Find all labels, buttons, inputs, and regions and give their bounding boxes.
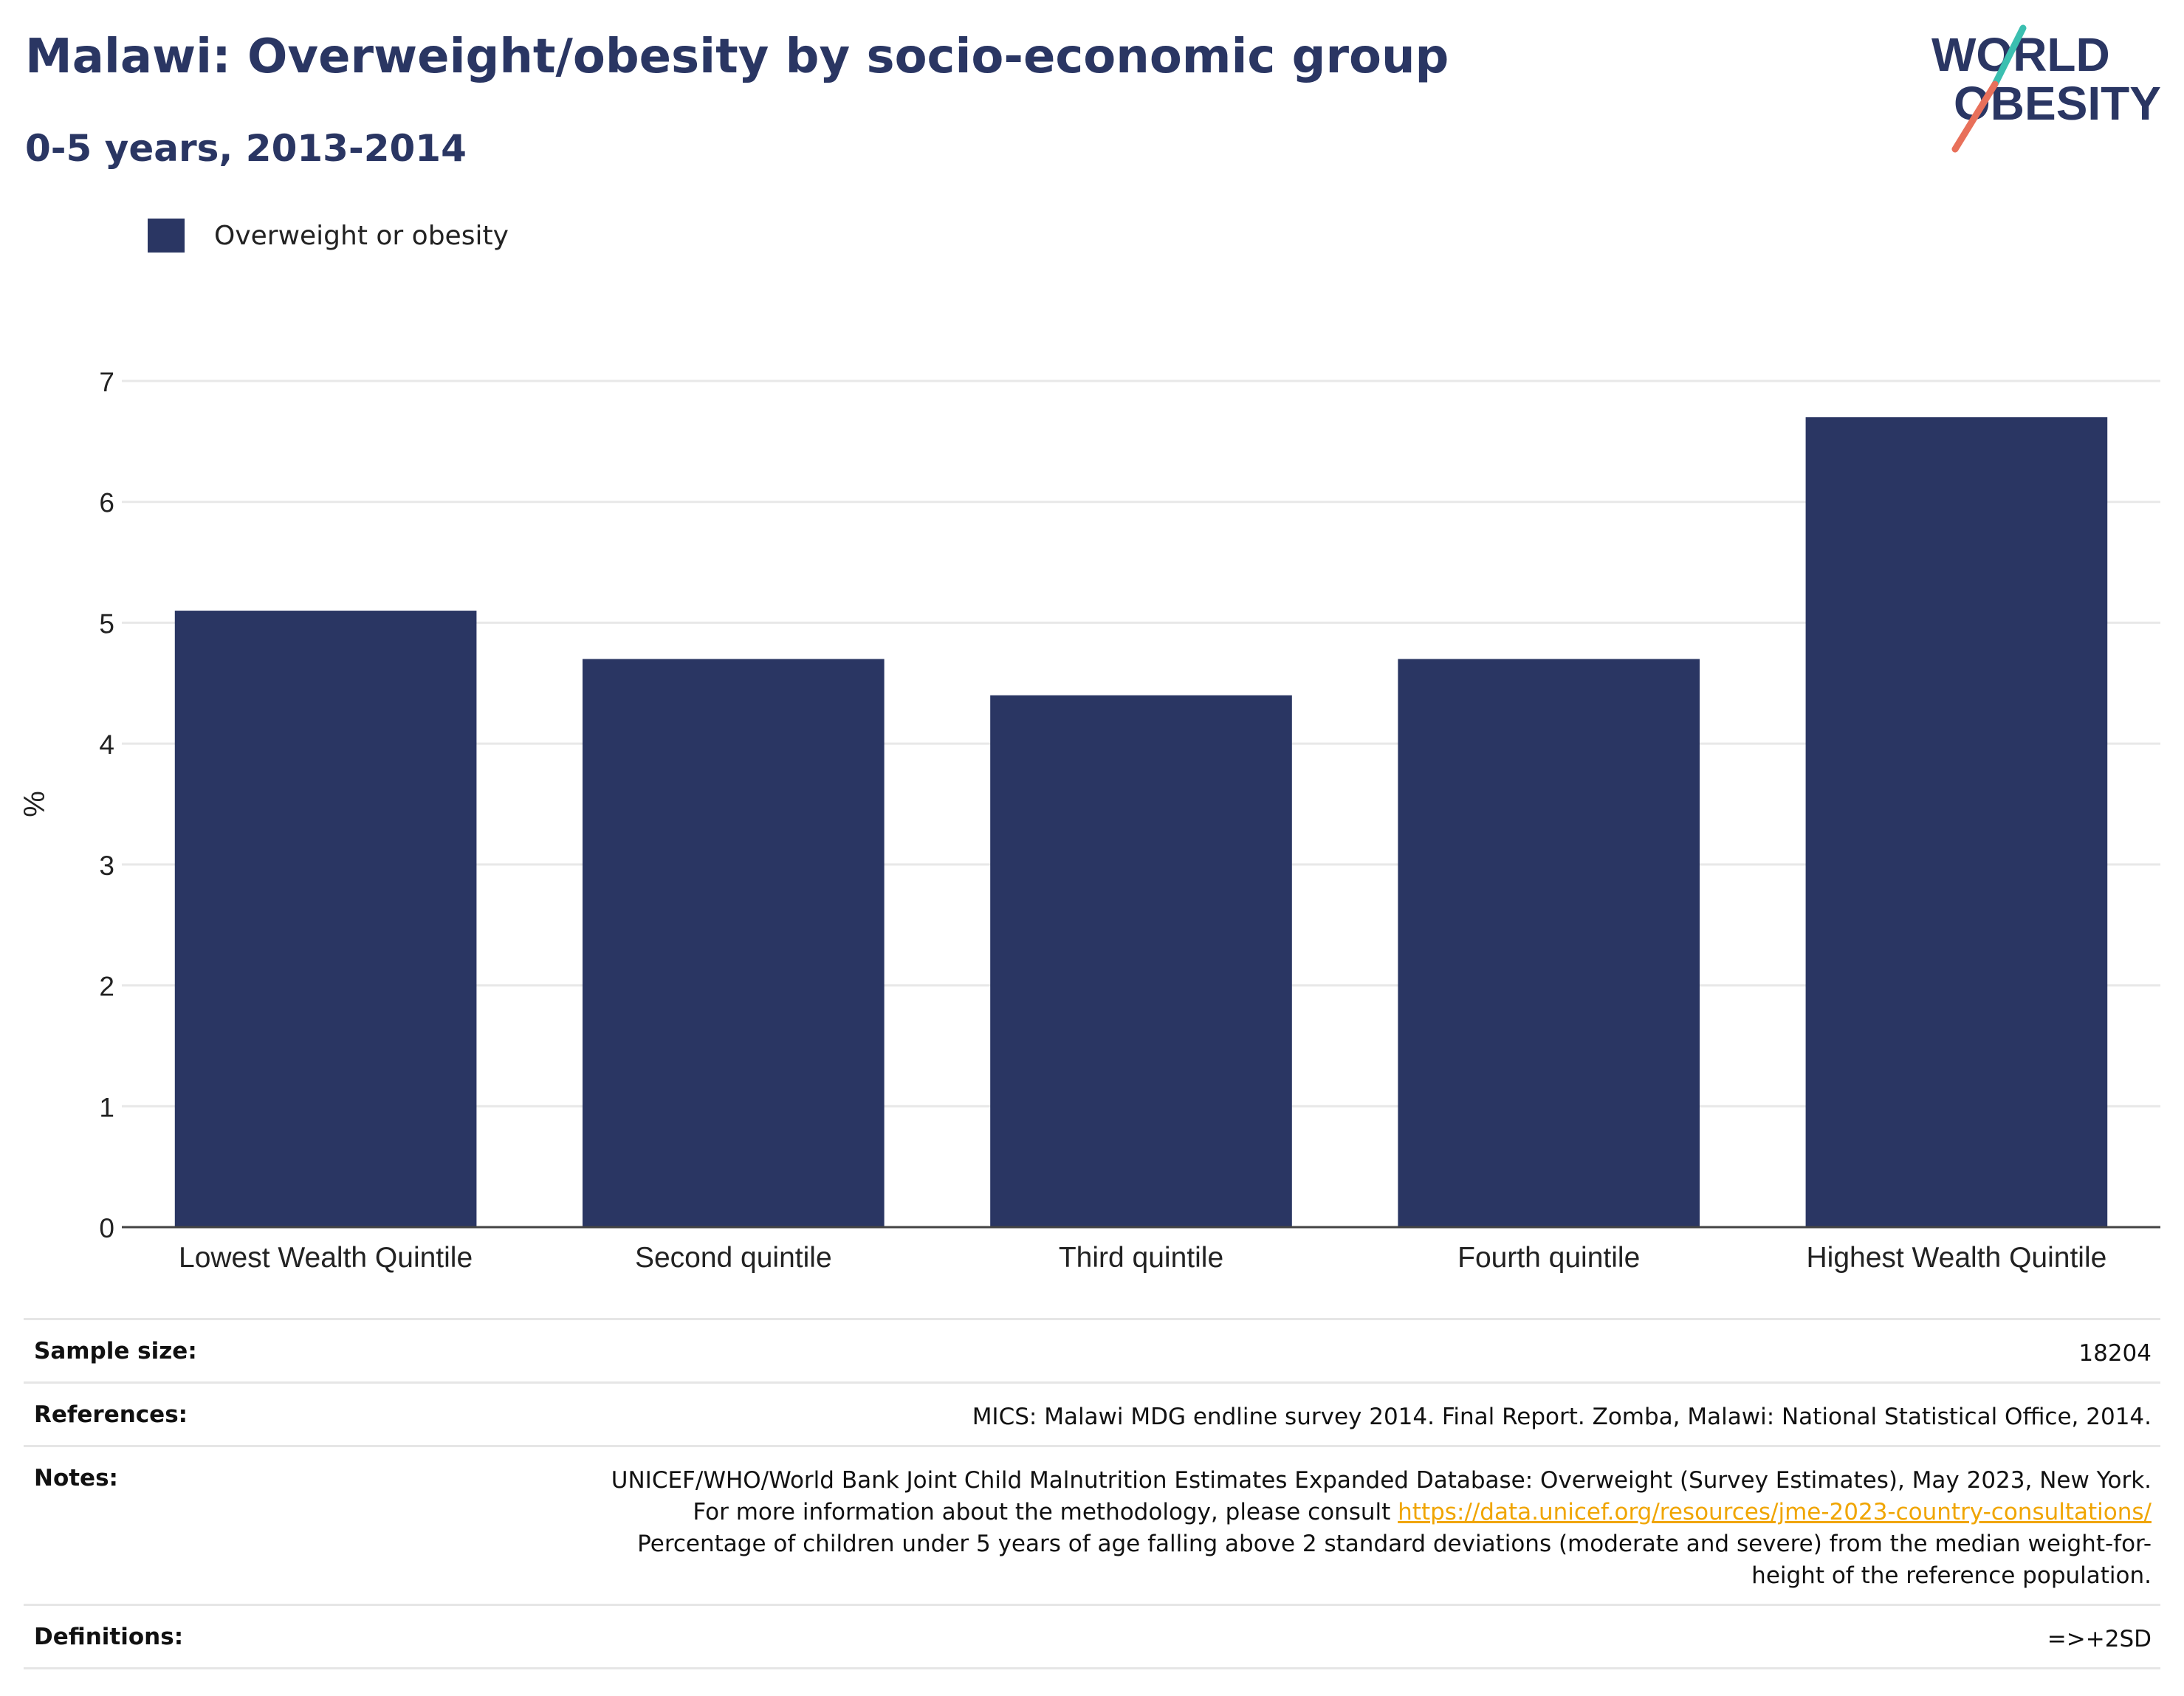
- notes-label: Notes:: [34, 1465, 118, 1491]
- y-tick-label: 2: [99, 972, 114, 1002]
- definitions-row: Definitions: =>+2SD: [24, 1604, 2160, 1669]
- y-axis-label: %: [18, 791, 51, 817]
- bar: [990, 695, 1292, 1227]
- references-value: MICS: Malawi MDG endline survey 2014. Fi…: [972, 1404, 2152, 1430]
- sample-size-row: Sample size: 18204: [24, 1318, 2160, 1381]
- sample-size-label: Sample size:: [34, 1338, 197, 1364]
- bar: [1398, 659, 1700, 1227]
- bar: [582, 659, 885, 1227]
- legend-label: Overweight or obesity: [214, 220, 509, 251]
- y-tick-label: 3: [99, 851, 114, 881]
- definitions-value: =>+2SD: [2047, 1626, 2152, 1652]
- logo-slash-coral: [1951, 80, 1999, 153]
- bar: [1805, 417, 2108, 1227]
- page-title: Malawi: Overweight/obesity by socio-econ…: [25, 30, 1449, 84]
- chart-legend: Overweight or obesity: [148, 219, 509, 253]
- x-tick-label: Second quintile: [635, 1242, 832, 1274]
- y-tick-label: 1: [99, 1092, 114, 1122]
- x-tick-label: Lowest Wealth Quintile: [179, 1242, 473, 1274]
- y-tick-label: 0: [99, 1213, 114, 1243]
- sample-size-value: 18204: [2078, 1340, 2152, 1367]
- y-tick-labels: 0 1 2 3 4 5 6 7: [99, 367, 114, 1243]
- legend-swatch: [148, 219, 185, 253]
- bar-chart: 0 1 2 3 4 5 6 7 Lowest Wealth Quintile Second qu…: [18, 367, 2160, 1274]
- x-tick-label: Third quintile: [1059, 1242, 1223, 1274]
- world-obesity-logo: WORLD OBESITY: [1931, 24, 2161, 153]
- y-tick-label: 5: [99, 608, 114, 639]
- logo-line2: OBESITY: [1954, 77, 2161, 130]
- bar: [174, 611, 477, 1227]
- definitions-label: Definitions:: [34, 1624, 184, 1650]
- references-row: References: MICS: Malawi MDG endline sur…: [24, 1381, 2160, 1445]
- x-tick-label: Highest Wealth Quintile: [1806, 1242, 2106, 1274]
- notes-value: UNICEF/WHO/World Bank Joint Child Malnut…: [601, 1465, 2152, 1592]
- x-tick-labels: Lowest Wealth Quintile Second quintile Thi…: [179, 1242, 2106, 1274]
- x-tick-label: Fourth quintile: [1457, 1242, 1640, 1274]
- notes-text: UNICEF/WHO/World Bank Joint Child Malnut…: [611, 1467, 2152, 1525]
- notes-row: Notes: UNICEF/WHO/World Bank Joint Child…: [24, 1445, 2160, 1604]
- y-tick-label: 6: [99, 488, 114, 518]
- logo-slash-teal: [1991, 24, 2027, 88]
- y-tick-label: 4: [99, 729, 114, 760]
- bars: [174, 417, 2108, 1227]
- references-label: References:: [34, 1401, 188, 1428]
- y-tick-label: 7: [99, 367, 114, 397]
- info-table: Sample size: 18204 References: MICS: Mal…: [24, 1318, 2160, 1669]
- notes-text-continued: Percentage of children under 5 years of …: [637, 1531, 2152, 1589]
- notes-link[interactable]: https://data.unicef.org/resources/jme-20…: [1398, 1499, 2152, 1525]
- page-subtitle: 0-5 years, 2013-2014: [25, 127, 467, 170]
